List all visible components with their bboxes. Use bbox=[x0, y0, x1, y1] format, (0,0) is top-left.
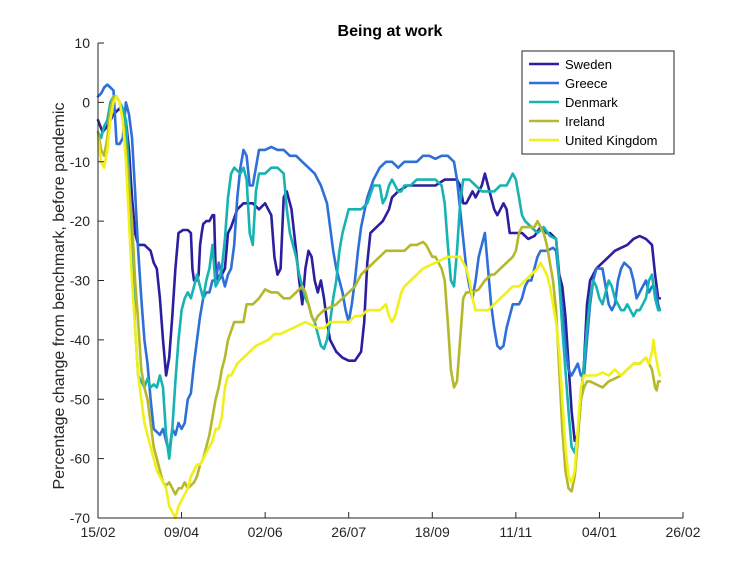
legend-label: Sweden bbox=[565, 57, 612, 72]
y-tick-label: -20 bbox=[70, 213, 90, 229]
y-tick-label: -60 bbox=[70, 451, 90, 467]
legend: Sweden Greece Denmark Ireland United Kingdom bbox=[521, 50, 675, 155]
x-tick-label: 26/07 bbox=[331, 524, 366, 540]
y-tick-label: -40 bbox=[70, 332, 90, 348]
y-tick-label: -30 bbox=[70, 273, 90, 289]
legend-label: Greece bbox=[565, 76, 608, 91]
x-tick-label: 18/09 bbox=[415, 524, 450, 540]
y-tick-label: 10 bbox=[74, 35, 90, 51]
x-tick-label: 09/04 bbox=[164, 524, 199, 540]
series-line-sweden bbox=[96, 107, 662, 443]
series-line-greece bbox=[96, 83, 662, 454]
legend-label: Denmark bbox=[565, 95, 618, 110]
x-tick-label: 04/01 bbox=[582, 524, 617, 540]
x-tick-label: 26/02 bbox=[665, 524, 700, 540]
y-tick-label: 0 bbox=[82, 94, 90, 110]
y-tick-label: -10 bbox=[70, 154, 90, 170]
x-tick-label: 02/06 bbox=[248, 524, 283, 540]
y-axis-label: Percentage change from benchmark, before… bbox=[51, 103, 68, 490]
x-tick-label: 15/02 bbox=[80, 524, 115, 540]
series-layer bbox=[96, 83, 662, 520]
x-tick-label: 11/11 bbox=[499, 524, 532, 540]
y-tick-label: -70 bbox=[70, 510, 90, 526]
legend-label: United Kingdom bbox=[565, 133, 658, 148]
series-line-united-kingdom bbox=[96, 95, 662, 520]
series-line-ireland bbox=[96, 95, 662, 496]
y-tick-label: -50 bbox=[70, 391, 90, 407]
legend-label: Ireland bbox=[565, 114, 605, 129]
chart-title: Being at work bbox=[338, 23, 443, 40]
